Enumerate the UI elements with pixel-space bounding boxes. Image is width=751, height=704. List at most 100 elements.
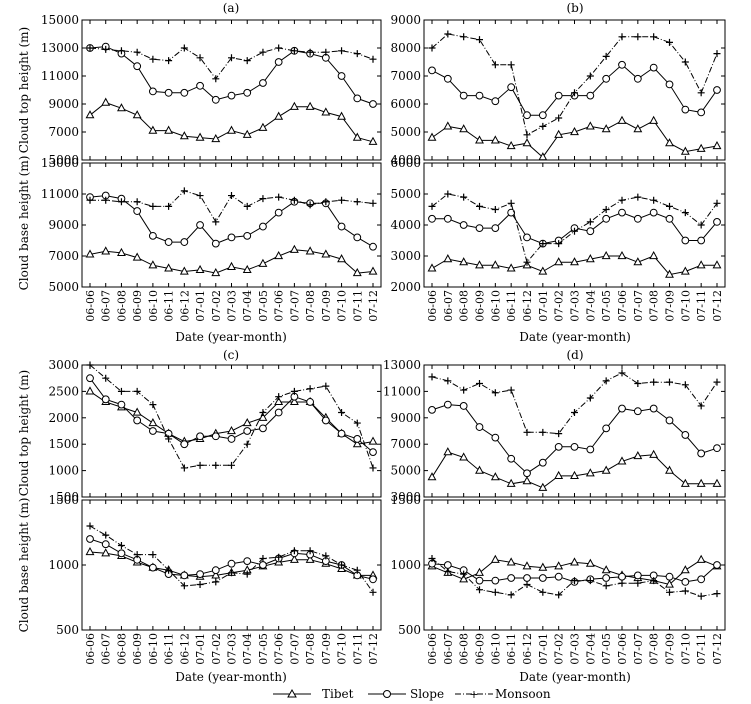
series-tibet-point — [696, 143, 706, 152]
x-tick-label: 07-01 — [194, 633, 207, 665]
series-slope-point — [428, 66, 436, 75]
x-tick-label: 07-04 — [241, 633, 254, 665]
panel-a-base-ylabel: Cloud base height (m) — [17, 156, 31, 291]
x-tick-label: 06-08 — [458, 633, 471, 665]
series-slope-point — [211, 432, 220, 441]
series-monsoon-point — [650, 196, 658, 204]
series-tibet-point — [617, 115, 627, 124]
series-tibet-point — [148, 125, 158, 134]
series-monsoon-point — [369, 199, 377, 207]
series-tibet-point — [665, 138, 674, 147]
series-tibet-point — [101, 246, 111, 255]
y-tick-label: 500 — [56, 490, 79, 504]
series-slope-point — [538, 111, 547, 120]
series-tibet-point — [680, 146, 690, 155]
series-slope-point — [507, 574, 516, 582]
series-tibet-point — [538, 266, 548, 275]
series-monsoon-point — [86, 361, 94, 369]
series-monsoon-point — [539, 428, 547, 436]
series-tibet-line — [431, 451, 717, 489]
series-monsoon-point — [697, 592, 705, 600]
series-slope-point — [523, 233, 531, 242]
series-slope-point — [649, 63, 658, 72]
legend-slope-marker — [383, 690, 391, 698]
panel-a-top-plot: 5000 7000 9000 11000 13000 15000 — [41, 13, 382, 167]
series-tibet-point — [352, 132, 362, 141]
y-tick-label: 9000 — [390, 411, 421, 425]
series-tibet-point — [601, 565, 611, 574]
series-tibet-point — [289, 396, 299, 406]
series-monsoon-point — [228, 569, 235, 577]
series-monsoon-point — [322, 552, 330, 560]
x-tick-label: 06-11 — [163, 633, 176, 665]
series-monsoon-point — [602, 52, 610, 60]
series-tibet-point — [712, 260, 722, 269]
series-slope-point — [586, 227, 595, 236]
series-monsoon-point — [666, 378, 673, 386]
x-tick-label: 06-08 — [458, 290, 471, 322]
x-tick-label: 07-07 — [632, 633, 645, 665]
series-monsoon-point — [555, 430, 563, 438]
panel-d-base-plot: 500 1000 1500 — [390, 493, 726, 637]
x-tick-label: 07-04 — [584, 633, 597, 665]
series-slope-point — [353, 435, 362, 443]
series-monsoon-point — [259, 555, 267, 562]
series-slope-point — [475, 91, 484, 100]
series-monsoon-point — [306, 201, 314, 209]
series-monsoon-point — [650, 577, 658, 585]
series-monsoon-point — [228, 54, 235, 62]
series-monsoon-point — [444, 190, 452, 198]
x-tick-label: 07-07 — [632, 290, 645, 322]
y-tick-label: 5000 — [390, 125, 421, 139]
panel-d-top-plot: 3000 5000 7000 9000 11000 13000 — [383, 358, 726, 504]
series-slope-point — [259, 424, 267, 433]
series-tibet-point — [490, 472, 500, 481]
series-slope-point — [428, 214, 436, 223]
series-monsoon-point — [259, 195, 267, 203]
series-tibet-line — [431, 120, 718, 158]
series-tibet-point — [522, 561, 532, 570]
x-tick-label: 06-10 — [489, 290, 502, 322]
series-monsoon-point — [602, 206, 610, 213]
x-tick-label: 06-10 — [147, 633, 160, 665]
series-tibet-point — [211, 268, 221, 277]
series-tibet-point — [289, 554, 299, 563]
x-tick-label: 07-05 — [600, 633, 613, 665]
series-tibet-point — [274, 396, 284, 406]
series-tibet-point — [506, 263, 516, 272]
series-tibet-point — [490, 260, 500, 269]
series-monsoon-point — [180, 464, 188, 472]
series-slope-point — [117, 400, 126, 409]
series-tibet-point — [337, 254, 346, 263]
x-tick-label: 07-09 — [664, 633, 677, 665]
panel-b-xlabel: Date (year-month) — [519, 330, 631, 344]
series-monsoon-point — [634, 193, 642, 201]
series-tibet-point — [554, 561, 564, 570]
series-tibet-point — [475, 135, 484, 144]
series-slope-point — [586, 445, 595, 454]
series-tibet-point — [195, 264, 205, 274]
series-tibet-point — [554, 470, 564, 479]
series-slope-point — [491, 97, 500, 106]
series-tibet-point — [368, 436, 378, 445]
series-monsoon-point — [102, 196, 110, 204]
series-slope-point — [369, 242, 377, 251]
series-monsoon-point — [523, 258, 531, 266]
series-tibet-point — [617, 250, 627, 260]
series-tibet-point — [570, 557, 579, 566]
series-monsoon-point — [571, 577, 578, 585]
series-slope-point — [133, 207, 142, 215]
series-tibet-point — [475, 465, 484, 474]
series-monsoon-point — [306, 48, 314, 56]
series-monsoon-point — [428, 202, 436, 210]
legend-slope-label: Slope — [410, 687, 444, 701]
x-tick-label: 07-09 — [664, 290, 677, 322]
series-monsoon-point — [650, 378, 658, 386]
series-monsoon-point — [243, 440, 251, 448]
y-tick-label: 2000 — [390, 280, 421, 294]
series-monsoon-point — [149, 551, 157, 559]
series-tibet-point — [148, 260, 158, 269]
x-tick-label: 06-08 — [115, 633, 128, 665]
series-slope-point — [211, 95, 220, 104]
x-tick-label: 07-06 — [273, 633, 286, 665]
